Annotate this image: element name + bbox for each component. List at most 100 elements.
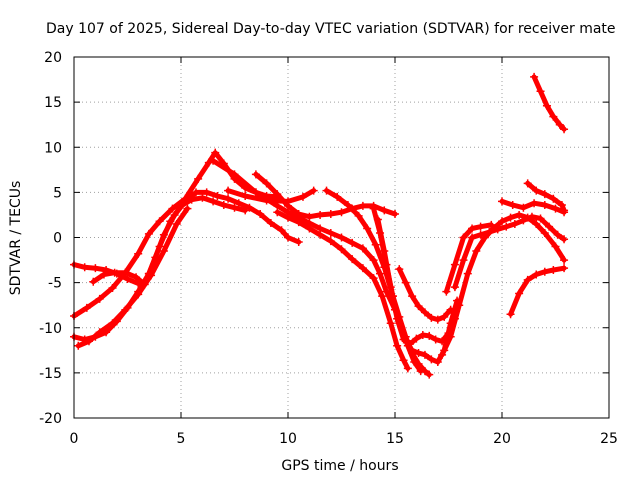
data-point xyxy=(515,289,524,298)
data-point xyxy=(455,301,464,310)
data-point xyxy=(219,201,228,210)
data-point xyxy=(337,208,346,217)
x-tick-label: 25 xyxy=(600,431,618,447)
data-point xyxy=(262,179,271,188)
data-point xyxy=(403,364,412,373)
data-point xyxy=(560,264,569,273)
data-point xyxy=(386,283,395,292)
data-point xyxy=(399,356,408,365)
data-point xyxy=(468,233,477,242)
data-point xyxy=(84,337,93,346)
data-point xyxy=(121,305,130,314)
series-trace-13 xyxy=(395,265,455,324)
data-point xyxy=(294,238,303,247)
data-point xyxy=(99,270,108,279)
series-line xyxy=(90,270,148,287)
data-point xyxy=(108,319,117,328)
data-point xyxy=(363,224,372,233)
data-point xyxy=(527,212,536,221)
data-point xyxy=(427,355,436,364)
data-point xyxy=(369,204,378,213)
data-point xyxy=(358,201,367,210)
data-point xyxy=(446,305,455,314)
data-point xyxy=(82,303,91,312)
data-point xyxy=(523,179,532,188)
data-point xyxy=(438,337,447,346)
data-point xyxy=(294,218,303,227)
data-point xyxy=(549,194,558,203)
data-point xyxy=(322,186,331,195)
data-point xyxy=(309,186,318,195)
data-point xyxy=(273,208,282,217)
data-point xyxy=(80,263,89,272)
data-point xyxy=(440,312,449,321)
series-trace-5 xyxy=(89,268,149,289)
data-point xyxy=(532,270,541,279)
data-point xyxy=(326,210,335,219)
data-point xyxy=(337,245,346,254)
data-point xyxy=(108,284,117,293)
data-point xyxy=(371,240,380,249)
data-point xyxy=(298,192,307,201)
data-point xyxy=(333,192,342,201)
series-trace-9 xyxy=(273,208,412,373)
grid xyxy=(74,57,609,418)
data-point xyxy=(408,346,417,355)
data-point xyxy=(380,206,389,215)
series-trace-15 xyxy=(450,212,569,292)
data-point xyxy=(123,275,132,284)
data-point xyxy=(211,148,220,157)
data-point xyxy=(95,328,104,337)
data-point xyxy=(348,238,357,247)
data-point xyxy=(191,188,200,197)
data-point xyxy=(542,101,551,110)
data-point xyxy=(378,292,387,301)
series-trace-6 xyxy=(224,186,318,206)
data-point xyxy=(194,174,203,183)
data-point xyxy=(391,210,399,219)
data-point xyxy=(358,264,367,273)
data-point xyxy=(343,201,352,210)
data-point xyxy=(140,280,149,289)
y-tick-label: -20 xyxy=(39,411,62,427)
y-axis-label: SDTVAR / TECUs xyxy=(8,181,24,296)
data-point xyxy=(380,247,389,256)
series-trace-8 xyxy=(209,156,425,376)
data-point xyxy=(555,120,564,129)
series-trace-20 xyxy=(523,179,569,215)
data-point xyxy=(498,217,506,226)
data-point xyxy=(393,341,402,350)
data-point xyxy=(536,87,545,96)
data-point xyxy=(506,310,515,319)
data-point xyxy=(316,210,325,219)
data-point xyxy=(172,219,181,228)
data-point xyxy=(438,350,447,359)
series-trace-17 xyxy=(498,197,569,217)
data-point xyxy=(213,191,222,200)
data-point xyxy=(401,278,410,287)
data-point xyxy=(560,235,569,244)
data-point xyxy=(433,315,442,324)
data-point xyxy=(234,199,243,208)
data-point xyxy=(493,225,502,234)
series-line xyxy=(75,206,190,349)
data-point xyxy=(557,201,566,210)
data-point xyxy=(523,275,532,284)
data-point xyxy=(358,244,367,253)
data-point xyxy=(144,229,153,238)
data-point xyxy=(177,201,185,210)
data-point xyxy=(551,204,560,213)
data-point xyxy=(241,206,250,215)
data-point xyxy=(95,294,104,303)
data-point xyxy=(463,269,472,278)
data-point xyxy=(348,255,357,264)
data-point xyxy=(431,335,440,344)
data-point xyxy=(224,186,233,195)
data-point xyxy=(414,349,423,358)
data-point xyxy=(316,230,325,239)
data-point xyxy=(134,290,143,299)
data-point xyxy=(446,332,455,341)
data-point xyxy=(551,242,560,251)
series-trace-4 xyxy=(74,204,192,350)
data-point xyxy=(256,210,265,219)
